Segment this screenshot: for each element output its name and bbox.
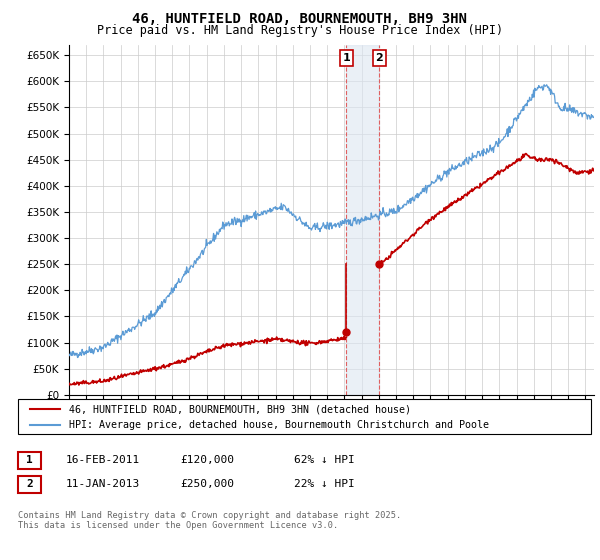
Text: 16-FEB-2011: 16-FEB-2011 — [66, 455, 140, 465]
Text: HPI: Average price, detached house, Bournemouth Christchurch and Poole: HPI: Average price, detached house, Bour… — [69, 421, 489, 430]
Text: 46, HUNTFIELD ROAD, BOURNEMOUTH, BH9 3HN (detached house): 46, HUNTFIELD ROAD, BOURNEMOUTH, BH9 3HN… — [69, 404, 411, 414]
Text: 62% ↓ HPI: 62% ↓ HPI — [294, 455, 355, 465]
Text: 2: 2 — [376, 53, 383, 63]
Text: 22% ↓ HPI: 22% ↓ HPI — [294, 479, 355, 489]
Text: 1: 1 — [343, 53, 350, 63]
Text: Contains HM Land Registry data © Crown copyright and database right 2025.
This d: Contains HM Land Registry data © Crown c… — [18, 511, 401, 530]
Text: £250,000: £250,000 — [180, 479, 234, 489]
Text: 46, HUNTFIELD ROAD, BOURNEMOUTH, BH9 3HN: 46, HUNTFIELD ROAD, BOURNEMOUTH, BH9 3HN — [133, 12, 467, 26]
Bar — [346, 45, 379, 395]
Text: 1: 1 — [26, 455, 33, 465]
Text: Price paid vs. HM Land Registry's House Price Index (HPI): Price paid vs. HM Land Registry's House … — [97, 24, 503, 37]
Text: 11-JAN-2013: 11-JAN-2013 — [66, 479, 140, 489]
Text: 2: 2 — [26, 479, 33, 489]
Text: £120,000: £120,000 — [180, 455, 234, 465]
